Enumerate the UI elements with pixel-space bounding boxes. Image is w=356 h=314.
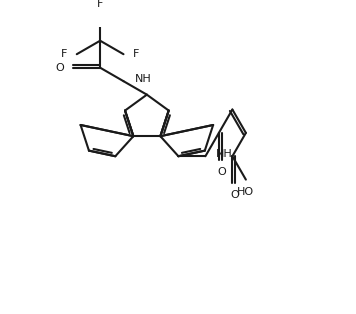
Text: F: F (61, 49, 67, 59)
Text: HO: HO (237, 187, 255, 197)
Text: O: O (217, 167, 226, 177)
Text: NH: NH (216, 149, 232, 159)
Text: O: O (55, 63, 64, 73)
Text: F: F (133, 49, 139, 59)
Text: F: F (97, 0, 103, 8)
Text: NH: NH (135, 74, 152, 84)
Text: O: O (231, 191, 239, 201)
